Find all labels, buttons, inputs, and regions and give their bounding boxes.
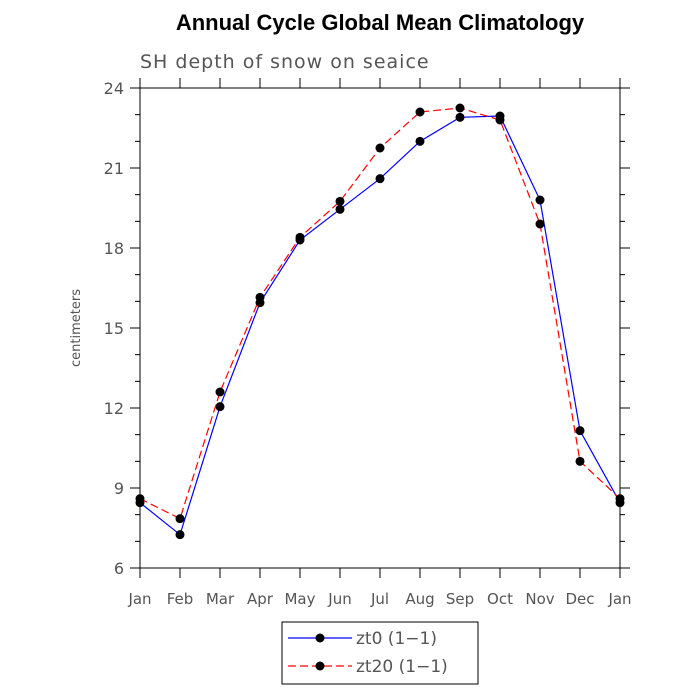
y-tick-label: 24 [104,79,124,98]
data-point [575,456,585,466]
data-point [535,219,545,229]
x-tick-label: Jan [127,590,151,608]
x-tick-label: Oct [487,590,513,608]
data-point [455,112,465,122]
x-tick-label: Feb [167,590,194,608]
y-tick-label: 15 [104,319,124,338]
y-tick-label: 12 [104,399,124,418]
x-tick-label: May [284,590,315,608]
y-tick-label: 9 [114,479,124,498]
legend-label: zt20 (1−1) [356,657,448,677]
series-1 [135,111,625,540]
data-point [255,292,265,302]
plot-border [139,87,621,569]
x-axis: Jan Feb Mar Apr May Jun Jul Aug Sep Oct Nov Dec Jan [127,78,632,608]
data-point [615,494,625,504]
x-tick-label: Jan [607,590,631,608]
series-layer [135,103,625,540]
y-axis: 6 9 12 15 18 21 24 [104,79,630,578]
data-point [135,494,145,504]
data-point [295,232,305,242]
data-point [535,195,545,205]
series-line [139,107,621,520]
y-axis-label: centimeters [69,289,84,367]
y-tick-label: 21 [104,159,124,178]
x-tick-label: Jul [370,590,389,608]
x-tick-label: Apr [247,590,274,608]
y-tick-label: 18 [104,239,124,258]
data-point [335,204,345,214]
data-point [495,115,505,125]
legend-marker [315,633,325,643]
x-tick-label: Nov [525,590,554,608]
data-point [415,136,425,146]
x-tick-label: Jun [327,590,351,608]
y-tick-label: 6 [114,559,124,578]
data-point [175,514,185,524]
chart-subtitle: SH depth of snow on seaice [140,51,430,73]
x-tick-label: Mar [206,590,235,608]
data-point [375,174,385,184]
data-point [215,387,225,397]
data-point [415,107,425,117]
legend: zt0 (1−1) zt20 (1−1) [281,621,479,685]
legend-label: zt0 (1−1) [356,629,437,649]
plot-area [139,87,621,569]
x-tick-label: Sep [446,590,474,608]
legend-box [281,621,479,685]
series-2 [135,103,625,524]
data-point [575,426,585,436]
x-tick-label: Dec [565,590,594,608]
x-tick-label: Aug [405,590,434,608]
legend-marker [315,661,325,671]
data-point [175,530,185,540]
data-point [375,143,385,153]
data-point [335,196,345,206]
chart-title: Annual Cycle Global Mean Climatology [176,10,585,35]
data-point [215,402,225,412]
data-point [455,103,465,113]
